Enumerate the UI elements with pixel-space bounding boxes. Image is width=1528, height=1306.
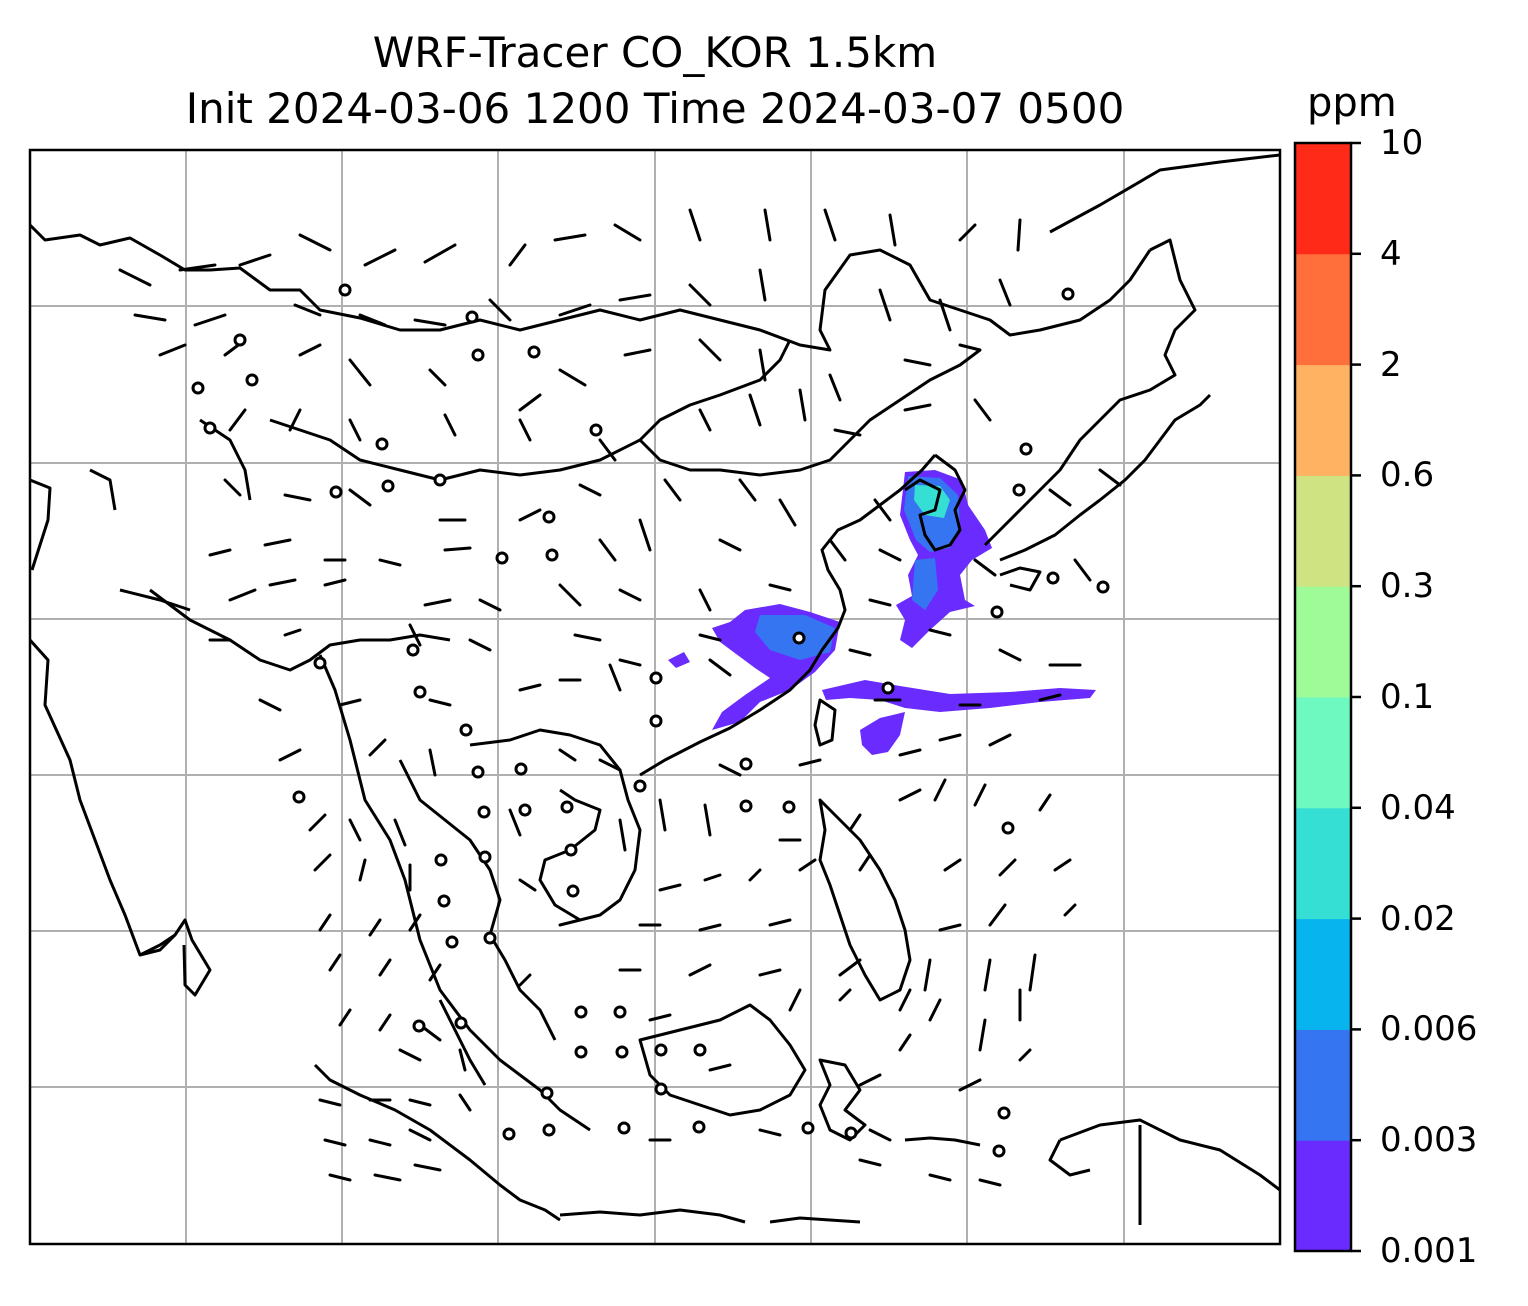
colorbar-frame [1293,141,1353,1253]
graticule [30,150,1280,1244]
coastline-lesser-sunda [769,1136,981,1224]
coastline-russia-east [983,153,1280,547]
coastlines [30,153,1280,1225]
wind-barbs [118,208,1122,1187]
coastline-taiwan [813,698,837,747]
plume-china-west [668,652,690,668]
coastline-philippines [818,798,912,1002]
colorbar-segment [1295,918,1351,1030]
map-frame [28,148,1282,1246]
calm-circles [191,283,1110,1158]
coastline-inner-borders [149,339,981,672]
coastline-java [559,1208,746,1224]
coastline-indochina [469,728,642,922]
coastline-borneo [638,1003,807,1117]
colorbar-tick-label: 0.1 [1380,677,1435,717]
tracer-plumes [668,470,1096,755]
colorbar-segment [1295,586,1351,698]
colorbar-segment [1295,807,1351,920]
colorbar-segment [1295,364,1351,476]
plume-korea-south [912,558,938,610]
coastline-korea [904,453,967,552]
colorbar-segment [1295,475,1351,587]
colorbar-tick-label: 2 [1380,344,1402,385]
colorbar-tick-label: 0.04 [1380,787,1456,828]
map-title: WRF-Tracer CO_KOR 1.5km [372,28,938,77]
colorbar-tick-label: 0.02 [1380,898,1456,939]
colorbar-segment [1295,1140,1351,1252]
colorbar-segment [1295,1029,1351,1141]
colorbar-segment [1295,143,1351,255]
coastline-india-east [89,468,191,957]
colorbar-tick-label: 0.3 [1380,566,1435,607]
colorbar-tick-label: 0.6 [1380,455,1435,496]
coastline-burma-thailand [318,654,591,1132]
colorbar-segment [1295,253,1351,366]
colorbar-tick-label: 10 [1380,123,1424,163]
coastline-japan [999,393,1212,592]
coastline-malay-sumatra [313,999,561,1222]
coastline-sulawesi [818,1058,867,1142]
colorbar-segment [1295,697,1351,809]
colorbar-tick-label: 0.006 [1380,1009,1478,1050]
coastline-new-guinea [1048,1118,1280,1225]
colorbar-tick-label: 0.003 [1380,1120,1478,1161]
colorbar [1295,141,1361,1253]
plume-korea-peak [914,485,950,518]
map-subtitle: Init 2024-03-06 1200 Time 2024-03-07 050… [185,84,1125,133]
colorbar-tick-label: 0.001 [1380,1231,1478,1271]
coastline-india [30,478,212,997]
coastline-north [30,223,1152,352]
plume-pacific-south [860,712,905,755]
colorbar-tick-label: 4 [1380,233,1402,274]
colorbar-unit: ppm [1307,80,1397,126]
